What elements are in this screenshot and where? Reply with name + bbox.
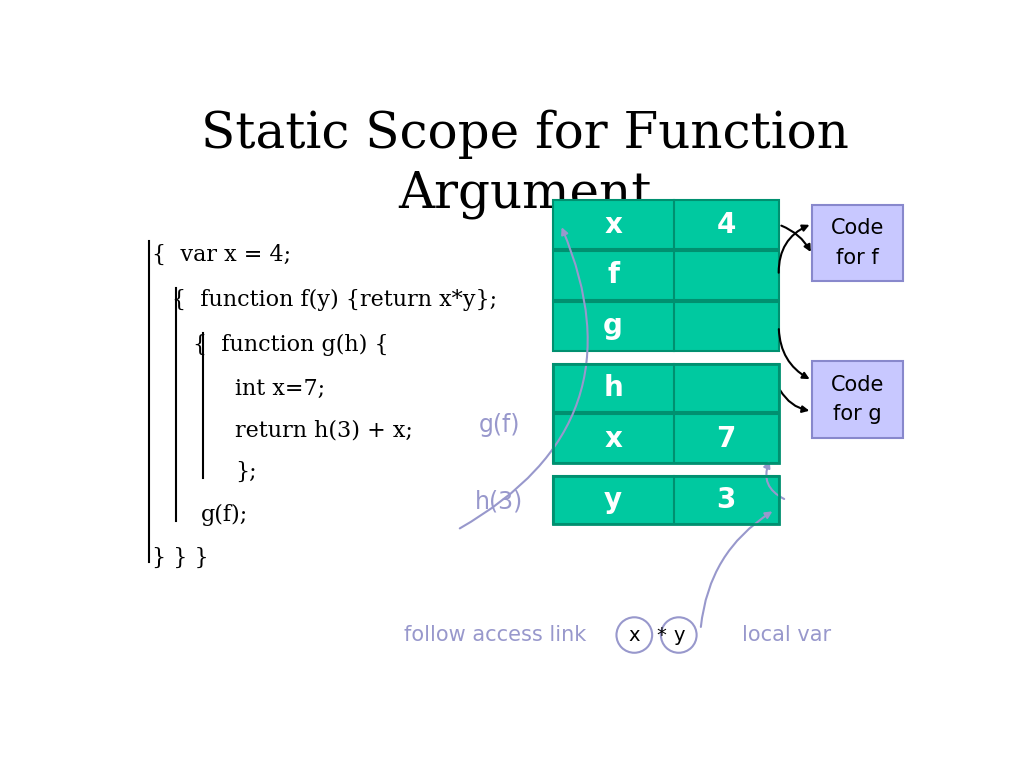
Text: y: y: [604, 486, 623, 515]
Text: int x=7;: int x=7;: [236, 378, 326, 400]
Text: *: *: [656, 625, 667, 644]
Text: return h(3) + x;: return h(3) + x;: [236, 419, 413, 442]
Text: 3: 3: [717, 486, 736, 515]
Text: x: x: [604, 425, 622, 452]
Text: x: x: [604, 210, 622, 239]
Text: 7: 7: [717, 425, 736, 452]
Text: x: x: [629, 625, 640, 644]
FancyBboxPatch shape: [553, 200, 779, 249]
FancyBboxPatch shape: [553, 302, 779, 350]
FancyBboxPatch shape: [553, 251, 779, 300]
Text: f: f: [607, 261, 620, 290]
Text: {  var x = 4;: { var x = 4;: [152, 243, 291, 266]
FancyBboxPatch shape: [553, 476, 779, 525]
Text: {  function f(y) {return x*y};: { function f(y) {return x*y};: [172, 290, 497, 311]
Text: };: };: [236, 461, 257, 483]
FancyBboxPatch shape: [812, 204, 903, 281]
Ellipse shape: [660, 617, 696, 653]
Text: local var: local var: [742, 625, 831, 645]
Text: g: g: [603, 313, 623, 340]
Text: Static Scope for Function
Argument: Static Scope for Function Argument: [201, 110, 849, 219]
FancyBboxPatch shape: [553, 363, 779, 412]
Text: h(3): h(3): [475, 489, 523, 513]
Text: g(f): g(f): [478, 412, 520, 436]
Ellipse shape: [616, 617, 652, 653]
Text: follow access link: follow access link: [403, 625, 586, 645]
Text: 4: 4: [717, 210, 736, 239]
Text: Code
for g: Code for g: [831, 375, 885, 425]
Text: y: y: [673, 625, 684, 644]
Text: } } }: } } }: [152, 547, 209, 569]
Text: {  function g(h) {: { function g(h) {: [194, 334, 389, 356]
Text: Code
for f: Code for f: [831, 218, 885, 268]
Text: g(f);: g(f);: [201, 504, 248, 526]
FancyBboxPatch shape: [812, 361, 903, 438]
Text: h: h: [603, 374, 623, 402]
FancyBboxPatch shape: [553, 415, 779, 463]
